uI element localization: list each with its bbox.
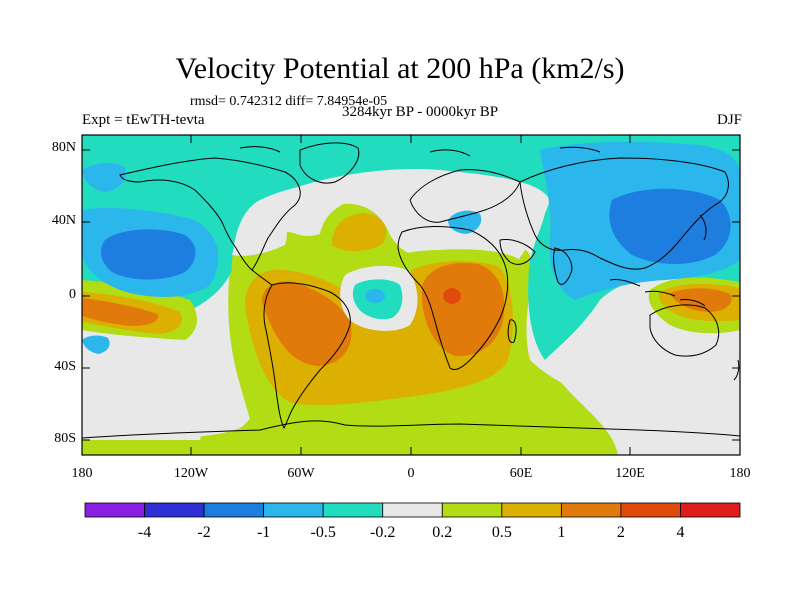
colorbar-swatch [84,502,145,518]
near-zero-band-america [232,200,287,256]
coastline-india [553,247,573,285]
core-africa-top [421,262,505,357]
lon-label: 180 [729,466,751,481]
lon-label: 120W [173,466,209,481]
colorbar [84,502,741,518]
lon-label: 120E [615,466,645,481]
near-zero-band-atlantic [266,169,550,265]
experiment-label: Expt = tEwTH-tevta [82,112,205,128]
coastline-australia [649,304,720,357]
colorbar-swatch [441,502,503,518]
colorbar-swatch [263,502,324,518]
colorbar-swatch [620,502,681,518]
lon-label: 180 [71,466,93,481]
coastline-north-america [119,157,301,271]
coastline-south-america [263,282,351,429]
page-title: Velocity Potential at 200 hPa (km2/s) [175,52,625,85]
colorbar-label: 2 [616,524,625,541]
near-zero-region-southeast [548,319,740,455]
coastline-europe [409,169,521,223]
lat-label: 80S [54,431,76,446]
negative-patch-northwest [82,162,126,192]
coastline-antarctica [82,420,740,439]
positive-region-east-pacific [82,328,204,440]
coastline-japan [699,214,707,241]
coastline-asia [519,157,729,270]
coastline-arctic-islands [239,146,601,157]
lat-label: 40S [54,359,76,374]
core-australia [670,288,732,312]
core-south-america-top [262,281,352,366]
coastline-greenland [299,142,360,184]
lat-label: 80N [51,140,76,155]
colorbar-swatch [144,502,205,518]
core-west-pacific-edge [82,298,159,326]
core-africa-peak-top [443,288,461,304]
coastline-new-zealand [733,359,740,381]
colorbar-swatch [322,502,384,518]
negative-eye-core [365,289,385,303]
colorbar-label: -0.2 [370,524,396,541]
lon-label: 60E [509,466,533,481]
colorbar-label: 0.2 [432,524,453,541]
season-label: DJF [716,112,742,128]
lon-label: 0 [407,466,415,481]
lat-label: 40N [51,213,76,228]
colorbar-swatch [560,502,622,518]
period-label: 3284kyr BP - 0000kyr BP [341,104,499,120]
colorbar-swatch [203,502,265,518]
orange-region-north-atlantic [332,213,387,252]
negative-core-asia [609,188,731,265]
colorbar-label: 4 [676,524,685,541]
colorbar-swatch [680,502,741,518]
lon-label: 60W [287,466,315,481]
axis-ticks [82,135,740,455]
colorbar-label: -2 [197,524,211,541]
coastline-africa [397,225,509,371]
coastlines [82,142,740,439]
coastline-madagascar [507,319,517,344]
coastline-se-asia-islands [609,279,706,307]
lat-label: 0 [69,287,76,302]
negative-blob-southwest [82,335,110,354]
colorbar-label: -1 [256,524,271,541]
coastline-central-america [251,269,273,286]
colorbar-label: 1 [557,524,566,541]
stats-line: rmsd= 0.742312 diff= 7.84954e-05 [190,94,388,109]
colorbar-swatch [382,502,443,518]
colorbar-label: 0.5 [491,524,512,541]
colorbar-label: -0.5 [310,524,336,541]
coastline-arabia [499,239,536,265]
colorbar-swatch [501,502,562,518]
negative-core-north-pacific-inner [100,229,196,280]
colorbar-label: -4 [137,524,152,541]
